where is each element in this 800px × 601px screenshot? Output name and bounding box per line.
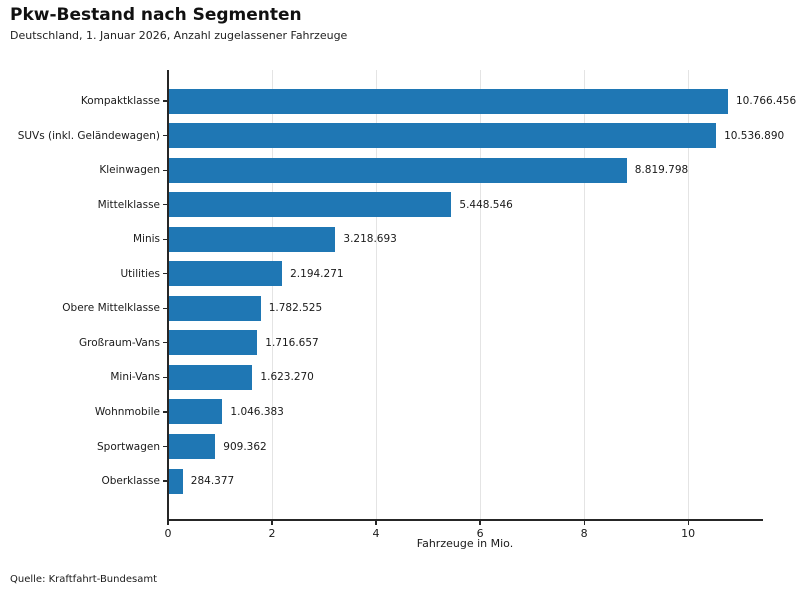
x-tick-mark <box>375 520 377 525</box>
value-label: 1.716.657 <box>265 336 319 349</box>
category-label: Oberklasse <box>101 475 160 488</box>
value-label: 2.194.271 <box>290 267 344 280</box>
y-tick-mark <box>162 376 167 378</box>
category-label: Sportwagen <box>97 440 160 453</box>
y-tick-mark <box>162 307 167 309</box>
x-tick-label: 0 <box>164 527 172 540</box>
category-label: Mini-Vans <box>110 371 160 384</box>
y-tick-mark <box>162 480 167 482</box>
y-tick-mark <box>162 134 167 137</box>
y-tick-mark <box>162 411 167 413</box>
y-tick-mark <box>162 342 167 344</box>
value-label: 3.218.693 <box>343 233 397 246</box>
y-tick-mark <box>162 204 167 206</box>
category-label: Kleinwagen <box>99 164 160 177</box>
bar-wohnmobile <box>168 399 223 425</box>
value-label: 284.377 <box>190 475 235 488</box>
bar-mini-vans <box>168 364 253 390</box>
bar-kompaktklasse <box>168 88 728 114</box>
x-gridline <box>272 70 274 519</box>
bar-utilities <box>168 261 283 287</box>
category-label: Obere Mittelklasse <box>62 302 160 315</box>
bar-oberklasse <box>168 468 183 494</box>
value-label: 10.536.890 <box>724 129 785 142</box>
category-label: Minis <box>132 233 160 246</box>
source-note: Quelle: Kraftfahrt-Bundesamt <box>10 574 157 585</box>
x-tick-label: 4 <box>372 527 380 540</box>
x-tick-mark <box>479 520 481 525</box>
bar-gro-raum-vans <box>168 330 258 356</box>
chart-subtitle: Deutschland, 1. Januar 2026, Anzahl zuge… <box>10 29 348 42</box>
x-gridline <box>584 70 586 519</box>
category-label: Mittelklasse <box>97 198 160 211</box>
x-tick-label: 8 <box>580 527 588 540</box>
x-tick-label: 2 <box>268 527 276 540</box>
y-tick-mark <box>162 445 167 448</box>
bar-sportwagen <box>168 434 216 459</box>
x-gridline <box>688 70 690 519</box>
value-label: 1.046.383 <box>230 405 284 418</box>
value-label: 909.362 <box>223 440 267 453</box>
y-tick-mark <box>162 100 167 102</box>
bar-obere-mittelklasse <box>168 295 261 321</box>
plot-area: 0 2 4 6 8 10 Kompaktklasse 10.766.456 SUVs (inkl… <box>18 70 796 540</box>
category-label: Wohnmobile <box>94 405 160 418</box>
value-label: 5.448.546 <box>459 198 513 211</box>
x-gridline <box>480 70 482 519</box>
x-axis-title: Fahrzeuge in Mio. <box>416 537 514 550</box>
value-label: 10.766.456 <box>736 95 797 107</box>
y-axis-spine <box>167 70 169 520</box>
bar-mittelklasse <box>168 192 452 218</box>
x-tick-label: 6 <box>476 527 484 540</box>
value-label: 1.623.270 <box>260 371 314 384</box>
x-tick-mark <box>583 520 585 525</box>
bar-minis <box>168 226 336 252</box>
x-tick-mark <box>687 520 689 525</box>
value-label: 8.819.798 <box>634 164 689 177</box>
x-gridline <box>376 70 378 519</box>
x-axis-spine <box>167 519 763 521</box>
value-label: 1.782.525 <box>268 302 323 315</box>
bar-kleinwagen <box>168 157 627 183</box>
y-tick-mark <box>162 169 167 171</box>
category-label: SUVs (inkl. Geländewagen) <box>17 129 160 142</box>
chart-title: Pkw-Bestand nach Segmenten <box>10 5 302 25</box>
x-tick-label: 10 <box>681 527 696 540</box>
y-tick-mark <box>162 238 167 240</box>
y-tick-mark <box>162 273 167 275</box>
category-label: Kompaktklasse <box>80 95 160 107</box>
x-tick-mark <box>167 520 169 525</box>
category-label: Utilities <box>120 267 160 280</box>
category-label: Großraum-Vans <box>79 336 160 349</box>
x-tick-mark <box>271 520 273 525</box>
bar-suvs-inkl-gel-ndewagen- <box>168 123 717 149</box>
